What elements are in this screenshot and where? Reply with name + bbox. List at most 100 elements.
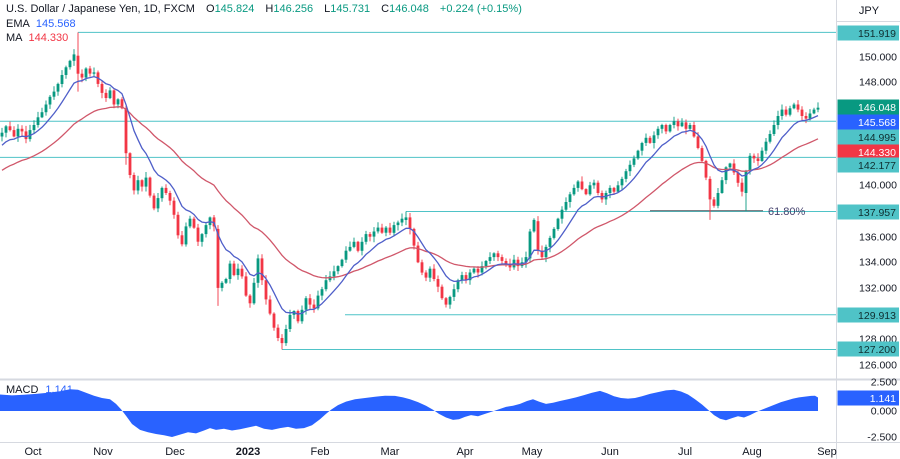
candle-body <box>376 227 380 232</box>
candle-body <box>316 295 320 309</box>
ma-line[interactable] <box>1 106 819 279</box>
candle-body <box>504 261 508 264</box>
candle-body <box>236 268 240 276</box>
candle-body <box>352 241 356 247</box>
candle-body <box>252 282 256 304</box>
candle-body <box>300 309 304 322</box>
candle-body <box>632 158 636 165</box>
candle-body <box>592 182 596 186</box>
axis-badge-macd-1.141: 1.141 <box>837 390 899 406</box>
candle-body <box>488 257 492 261</box>
horizontal-ray-lines[interactable] <box>0 31 836 350</box>
price-axis[interactable]: 150.000 148.000 140.000 136.000 134.000 132.0… <box>837 25 900 444</box>
candle-body <box>324 280 328 290</box>
candle-body <box>180 235 184 245</box>
candle-body <box>764 141 768 151</box>
candle-body <box>4 126 8 133</box>
candle-body <box>204 225 208 235</box>
candle-body <box>548 237 552 247</box>
candle-body <box>68 60 72 68</box>
candle-body <box>48 96 52 105</box>
candle-body <box>72 54 76 61</box>
candle-body <box>216 228 220 288</box>
candlestick-series[interactable] <box>0 32 820 350</box>
symbol-legend-main-row[interactable]: U.S. Dollar / Japanese Yen, 1D, FXCM O14… <box>6 2 522 17</box>
candle-body <box>816 107 820 110</box>
candle-body <box>432 268 436 279</box>
axis-currency-label[interactable]: JPY <box>858 4 880 17</box>
fib-level-label: 61.80% <box>768 206 806 218</box>
candle-body <box>700 148 704 161</box>
time-label-2023: 2023 <box>236 446 260 458</box>
candle-body <box>600 193 604 200</box>
candle-body <box>64 67 68 75</box>
time-label-Oct: Oct <box>24 446 41 458</box>
fib-retracement[interactable]: 61.80% <box>650 206 806 218</box>
candle-body <box>712 199 716 206</box>
axis-badge-level-129.913: 129.913 <box>837 307 899 323</box>
axis-badge-level-144.995: 144.995 <box>837 129 899 145</box>
candle-body <box>76 55 80 74</box>
ema-legend-row[interactable]: EMA 145.568 <box>6 17 522 32</box>
macd-pane[interactable] <box>0 389 818 437</box>
candle-body <box>636 150 640 159</box>
candle-body <box>468 272 472 281</box>
axis-label--2.500: -2.500 <box>867 432 897 444</box>
candle-body <box>564 202 568 210</box>
candle-body <box>132 175 136 191</box>
axis-badge-level-137.957: 137.957 <box>837 204 899 220</box>
candle-body <box>784 109 788 115</box>
candle-body <box>332 271 336 277</box>
candle-body <box>120 99 124 109</box>
candle-body <box>612 187 616 192</box>
candle-body <box>696 136 700 148</box>
candle-body <box>340 259 344 267</box>
candle-body <box>480 266 484 273</box>
candle-body <box>92 72 96 74</box>
macd-legend[interactable]: MACD 1.141 <box>6 384 73 396</box>
candle-body <box>456 280 460 290</box>
candle-body <box>736 172 740 183</box>
candle-body <box>320 289 324 296</box>
svg-text:151.919: 151.919 <box>858 28 896 40</box>
axis-badge-level-151.919: 151.919 <box>837 25 899 41</box>
ohlc-open: O145.824 <box>206 3 255 15</box>
candle-body <box>108 90 112 99</box>
candle-body <box>684 122 688 129</box>
candle-body <box>148 177 152 196</box>
candle-body <box>532 219 536 232</box>
candle-body <box>84 68 88 78</box>
candle-body <box>44 104 48 113</box>
candle-body <box>812 109 816 114</box>
candle-body <box>648 137 652 143</box>
candle-body <box>516 259 520 267</box>
candle-body <box>412 228 416 246</box>
candle-body <box>200 234 204 242</box>
candle-body <box>808 113 812 119</box>
time-label-Dec: Dec <box>165 446 185 458</box>
candle-body <box>196 227 200 242</box>
time-label-Jul: Jul <box>678 446 692 458</box>
candle-body <box>492 253 496 258</box>
candle-body <box>276 327 280 338</box>
ema-line[interactable] <box>1 75 819 315</box>
time-label-May: May <box>522 446 543 458</box>
candle-body <box>172 200 176 215</box>
candle-body <box>444 298 448 305</box>
candle-body <box>708 178 712 200</box>
candle-body <box>356 241 360 251</box>
candle-body <box>164 187 168 193</box>
candle-body <box>556 218 560 229</box>
candle-body <box>116 99 120 105</box>
time-axis[interactable]: Oct Nov Dec 2023 Feb Mar Apr May Jun Jul Aug Sep <box>24 446 836 458</box>
candle-body <box>384 227 388 233</box>
candle-body <box>260 258 264 281</box>
ma-legend-row[interactable]: MA 144.330 <box>6 31 522 46</box>
svg-text:144.330: 144.330 <box>858 147 896 159</box>
candle-body <box>628 164 632 172</box>
candle-body <box>152 195 156 209</box>
candle-body <box>24 131 28 140</box>
